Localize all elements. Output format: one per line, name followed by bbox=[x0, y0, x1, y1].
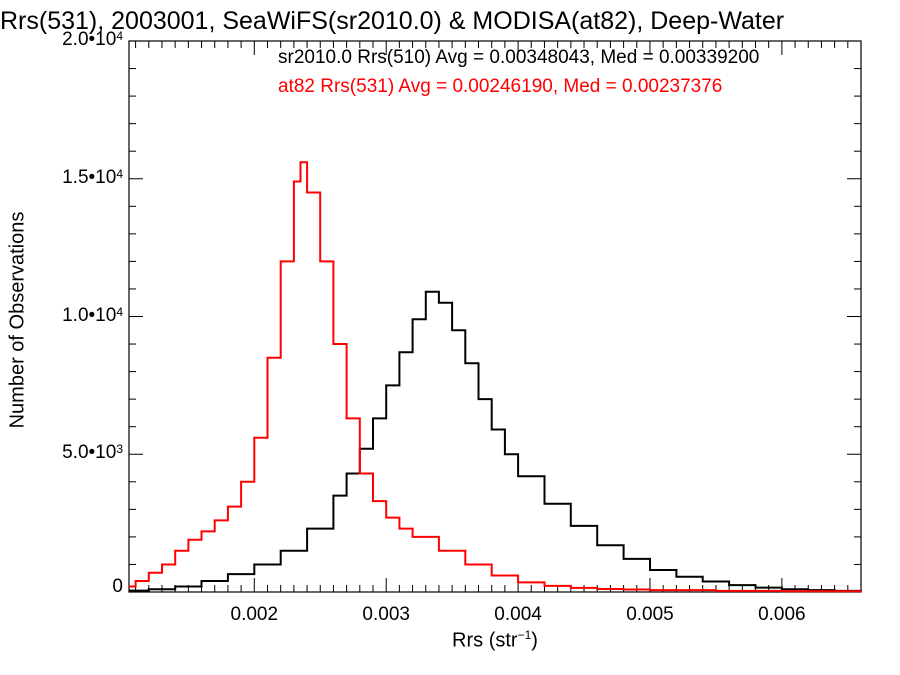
x-axis-label: Rrs (str−1) bbox=[452, 628, 538, 652]
x-tick-label: 0.002 bbox=[230, 604, 279, 625]
chart-title: Rrs(531), 2003001, SeaWiFS(sr2010.0) & M… bbox=[0, 7, 785, 35]
legend-sr2010: sr2010.0 Rrs(510) Avg = 0.00348043, Med … bbox=[278, 47, 760, 68]
x-tick-label: 0.006 bbox=[758, 604, 806, 625]
y-tick-label: 1.0•104 bbox=[62, 304, 123, 326]
x-tick-label: 0.003 bbox=[362, 604, 410, 625]
legend-at82: at82 Rrs(531) Avg = 0.00246190, Med = 0.… bbox=[278, 76, 723, 97]
x-tick-label: 0.004 bbox=[494, 604, 542, 625]
x-tick-label: 0.005 bbox=[626, 604, 674, 625]
plot-frame bbox=[128, 40, 862, 593]
y-tick-label: 0 bbox=[112, 576, 123, 597]
y-tick-label: 5.0•103 bbox=[62, 442, 123, 464]
y-axis-label: Number of Observations bbox=[6, 211, 29, 429]
series-sr2010-histogram bbox=[129, 290, 862, 592]
y-tick-label: 2.0•104 bbox=[62, 29, 123, 50]
series-at82-histogram bbox=[129, 161, 862, 593]
y-tick-label: 1.5•104 bbox=[62, 166, 123, 188]
